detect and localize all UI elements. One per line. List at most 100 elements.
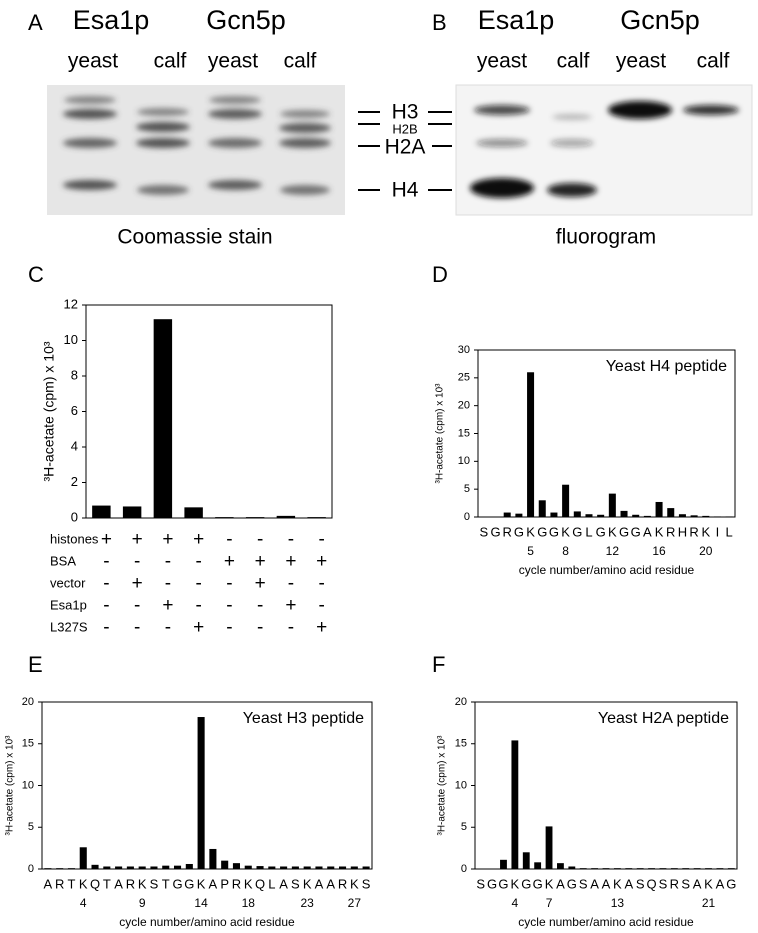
x-tick-label: R — [126, 876, 135, 891]
residue-number: 18 — [242, 896, 256, 910]
bar — [126, 866, 134, 869]
bar — [307, 517, 326, 518]
y-tick-label: 15 — [458, 427, 470, 439]
chart-title: Yeast H4 peptide — [606, 358, 727, 375]
y-tick-label: 10 — [64, 332, 78, 347]
condition-sign: + — [193, 529, 204, 550]
lane-label: calf — [154, 50, 187, 73]
bar — [670, 868, 678, 869]
condition-sign: - — [195, 595, 201, 616]
residue-number: 23 — [300, 896, 314, 910]
condition-sign: + — [162, 529, 173, 550]
condition-sign: - — [288, 617, 294, 638]
residue-number: 21 — [702, 896, 716, 910]
bar — [232, 863, 240, 869]
bar — [511, 740, 519, 869]
x-tick-label: K — [244, 876, 253, 891]
bar — [727, 868, 735, 869]
x-tick-label: A — [643, 524, 652, 539]
bar — [625, 868, 633, 869]
bar — [515, 513, 523, 517]
y-tick-label: 12 — [64, 296, 78, 311]
x-tick-label: S — [480, 524, 489, 539]
y-axis-label: ³H-acetate (cpm) x 10³ — [41, 341, 57, 481]
bar — [678, 514, 686, 517]
condition-sign: + — [224, 551, 235, 572]
bar — [716, 868, 724, 869]
x-tick-label: A — [209, 876, 218, 891]
condition-name: histones — [50, 531, 99, 546]
bar — [522, 852, 530, 869]
residue-number: 16 — [652, 544, 666, 558]
x-tick-label: S — [291, 876, 300, 891]
x-tick-label: K — [526, 524, 535, 539]
bar — [500, 859, 507, 869]
x-tick-label: A — [114, 876, 123, 891]
x-tick-label: R — [338, 876, 347, 891]
x-tick-label: G — [567, 876, 577, 891]
marker-lines — [358, 111, 452, 191]
bar — [184, 507, 203, 518]
condition-sign: - — [226, 617, 232, 638]
y-tick-label: 30 — [458, 344, 470, 356]
condition-sign: - — [226, 595, 232, 616]
protein-label: Gcn5p — [620, 5, 700, 35]
condition-sign: - — [195, 573, 201, 594]
x-tick-label: G — [184, 876, 194, 891]
condition-sign: - — [134, 551, 140, 572]
bar — [276, 515, 296, 518]
x-tick-label: A — [602, 876, 611, 891]
bar — [620, 510, 628, 517]
histone-label: H2B — [392, 121, 417, 136]
condition-sign: + — [162, 595, 173, 616]
histone-label: H2A — [385, 136, 426, 159]
bar — [568, 866, 576, 869]
x-axis-label: cycle number/amino acid residue — [519, 563, 695, 577]
x-tick-label: R — [503, 524, 512, 539]
condition-sign: - — [103, 595, 109, 616]
y-tick-label: 20 — [458, 400, 470, 412]
x-tick-label: K — [655, 524, 664, 539]
bar — [632, 514, 640, 517]
bar — [67, 868, 75, 869]
bar — [690, 515, 698, 517]
residue-number: 5 — [527, 544, 534, 558]
x-tick-label: K — [197, 876, 206, 891]
bar — [91, 864, 99, 869]
chart-title: Yeast H2A peptide — [598, 710, 729, 727]
x-tick-label: T — [67, 876, 75, 891]
condition-sign: - — [318, 573, 324, 594]
bar — [339, 866, 347, 869]
panel-letter: E — [28, 652, 43, 677]
y-tick-label: 2 — [71, 474, 78, 489]
x-tick-label: R — [670, 876, 679, 891]
residue-number: 4 — [80, 896, 87, 910]
x-axis-label: cycle number/amino acid residue — [119, 915, 295, 929]
condition-sign: + — [285, 595, 296, 616]
x-tick-label: G — [572, 524, 582, 539]
x-tick-label: G — [726, 876, 736, 891]
bar — [725, 516, 733, 517]
bar — [138, 866, 146, 869]
bar — [291, 866, 299, 869]
bar — [256, 866, 264, 869]
y-tick-label: 6 — [71, 403, 78, 418]
condition-sign: - — [134, 617, 140, 638]
bar — [682, 868, 690, 869]
bar — [315, 866, 323, 869]
x-tick-label: K — [701, 524, 710, 539]
residue-number: 27 — [348, 896, 362, 910]
x-tick-label: G — [487, 876, 497, 891]
panel-letter: C — [28, 262, 44, 287]
condition-sign: - — [226, 573, 232, 594]
protein-label: Esa1p — [478, 5, 555, 35]
x-tick-label: I — [716, 524, 720, 539]
x-tick-label: G — [490, 524, 500, 539]
x-tick-label: G — [521, 876, 531, 891]
y-tick-label: 0 — [464, 511, 470, 523]
x-tick-label: G — [619, 524, 629, 539]
lane-label: yeast — [208, 50, 258, 73]
bar — [648, 868, 655, 869]
condition-sign: + — [316, 551, 327, 572]
x-tick-label: K — [138, 876, 147, 891]
